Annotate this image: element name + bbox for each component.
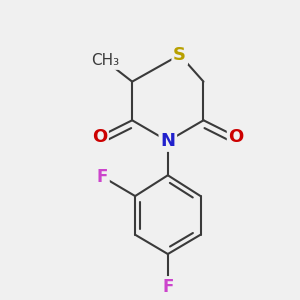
Text: F: F [97,168,108,186]
Text: N: N [160,132,175,150]
Text: O: O [92,128,107,146]
Text: S: S [173,46,186,64]
Text: CH₃: CH₃ [92,53,119,68]
Text: O: O [229,128,244,146]
Text: F: F [162,278,173,296]
